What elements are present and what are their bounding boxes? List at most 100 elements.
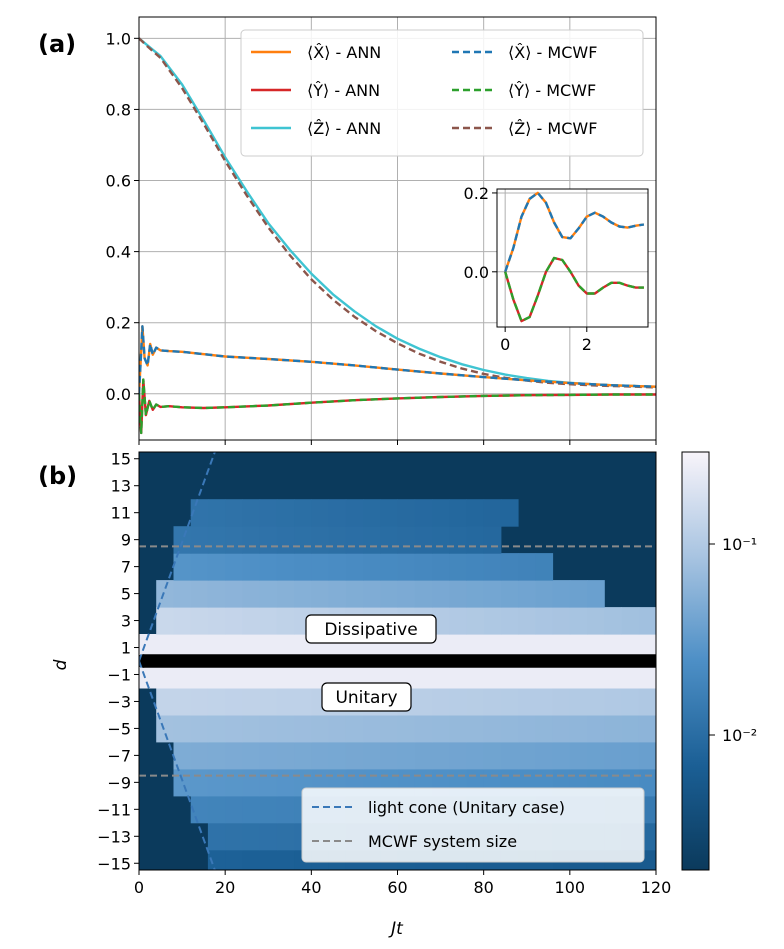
heatmap-cell — [294, 661, 312, 689]
heatmap-cell — [225, 741, 243, 770]
panel-b-ytick-label-12: −9 — [107, 773, 131, 792]
heatmap-cell — [552, 688, 571, 716]
heatmap-cell — [225, 499, 243, 527]
heatmap-cell — [242, 499, 261, 527]
heatmap-cell — [414, 688, 433, 716]
heatmap-cell — [190, 741, 209, 770]
panel-b-ytick-label-7: 1 — [121, 639, 131, 658]
legend-mcwf-size-label: MCWF system size — [368, 832, 517, 851]
heatmap-cell — [225, 714, 243, 743]
heatmap-cell — [449, 580, 467, 608]
heatmap-cell — [483, 714, 502, 743]
heatmap-cell — [518, 607, 536, 635]
heatmap-cell — [569, 741, 588, 770]
panel-b-ytick-label-6: 3 — [121, 612, 131, 631]
heatmap-cell — [225, 526, 243, 554]
heatmap-cell — [190, 768, 209, 797]
heatmap-cell — [207, 553, 226, 581]
heatmap-cell — [173, 714, 192, 743]
heatmap-cell — [638, 688, 656, 716]
heatmap-cell — [432, 580, 450, 608]
panel-b-xtick-label-0: 0 — [134, 878, 144, 897]
colorbar: 10⁻¹ 10⁻² — [681, 451, 757, 871]
heatmap-cell — [242, 795, 261, 824]
panel-b-ytick-label-1: 13 — [111, 477, 131, 496]
heatmap-cell — [638, 661, 656, 689]
heatmap-cell — [242, 526, 261, 554]
legend-light-cone-label: light cone (Unitary case) — [368, 798, 565, 817]
heatmap-cell — [207, 768, 226, 797]
inset-series-1 — [504, 191, 645, 273]
heatmap-cell — [156, 661, 174, 689]
heatmap-cell — [190, 688, 209, 716]
heatmap-cell — [621, 607, 640, 635]
heatmap-cell — [259, 849, 278, 870]
heatmap-cell — [173, 741, 192, 770]
heatmap-cell — [569, 661, 588, 689]
heatmap-cell — [207, 714, 226, 743]
heatmap-cell — [207, 688, 226, 716]
heatmap-cell — [397, 714, 416, 743]
light-cone-lower — [139, 660, 216, 870]
legend-label-0: ⟨X̂⟩ - ANN — [307, 43, 381, 62]
heatmap-cell — [380, 580, 398, 608]
heatmap-cell — [363, 499, 381, 527]
panel-b-ytick-label-10: −5 — [107, 719, 131, 738]
heatmap-cell — [207, 741, 226, 770]
panel-a-ytick-label-4: 0.8 — [106, 100, 131, 119]
panel-a-ytick-label-1: 0.2 — [106, 314, 131, 333]
panel-b-xtick-label-2: 40 — [301, 878, 321, 897]
heatmap-cell — [294, 741, 312, 770]
heatmap-cell — [207, 580, 226, 608]
heatmap-cell — [500, 714, 519, 743]
heatmap-cell — [311, 553, 329, 581]
heatmap-cell — [535, 688, 554, 716]
heatmap-cell — [518, 661, 536, 689]
heatmap-cell — [466, 580, 485, 608]
heatmap-cell — [397, 580, 416, 608]
heatmap-cell — [276, 553, 295, 581]
heatmap-cell — [380, 661, 398, 689]
inset-series-3 — [504, 256, 644, 323]
heatmap-cell — [173, 553, 192, 581]
heatmap-cell — [500, 607, 519, 635]
panel-b-xtick-label-4: 80 — [473, 878, 493, 897]
heatmap-cell — [500, 741, 519, 770]
heatmap-cell — [259, 553, 278, 581]
panel-a-series — [139, 37, 656, 435]
heatmap-cell — [535, 714, 554, 743]
heatmap-cell — [414, 553, 433, 581]
heatmap-cell — [518, 553, 536, 581]
heatmap-cell — [345, 580, 364, 608]
panel-a-legend: ⟨X̂⟩ - ANN ⟨Ŷ⟩ - ANN ⟨Ẑ⟩ - ANN ⟨X̂⟩ - MCWF ⟨… — [240, 29, 644, 157]
annotation-dissipative-text: Dissipative — [324, 620, 417, 640]
heatmap-cell — [552, 661, 571, 689]
heatmap-cell — [449, 661, 467, 689]
heatmap-cell — [500, 661, 519, 689]
heatmap-cell — [466, 499, 485, 527]
heatmap-cell — [173, 607, 192, 635]
x-axis-label: Jt — [388, 919, 404, 939]
heatmap-cell — [432, 553, 450, 581]
heatmap-cell — [225, 607, 243, 635]
heatmap-cell — [190, 553, 209, 581]
heatmap-cell — [414, 526, 433, 554]
heatmap-cell — [414, 661, 433, 689]
heatmap-cell — [345, 714, 364, 743]
heatmap-cell — [552, 714, 571, 743]
heatmap-cell — [466, 553, 485, 581]
heatmap-cell — [638, 607, 656, 635]
heatmap-cell — [173, 526, 192, 554]
heatmap-cell — [276, 499, 295, 527]
heatmap-cell — [259, 661, 278, 689]
heatmap-cell — [276, 849, 295, 870]
heatmap-cell — [432, 526, 450, 554]
panel-b-overlays — [139, 452, 656, 870]
heatmap-cell — [190, 499, 209, 527]
heatmap-cell — [466, 741, 485, 770]
heatmap-cell — [225, 849, 243, 870]
heatmap-cell — [466, 526, 485, 554]
heatmap-cell — [294, 553, 312, 581]
heatmap-cell — [432, 661, 450, 689]
heatmap-cell — [483, 661, 502, 689]
